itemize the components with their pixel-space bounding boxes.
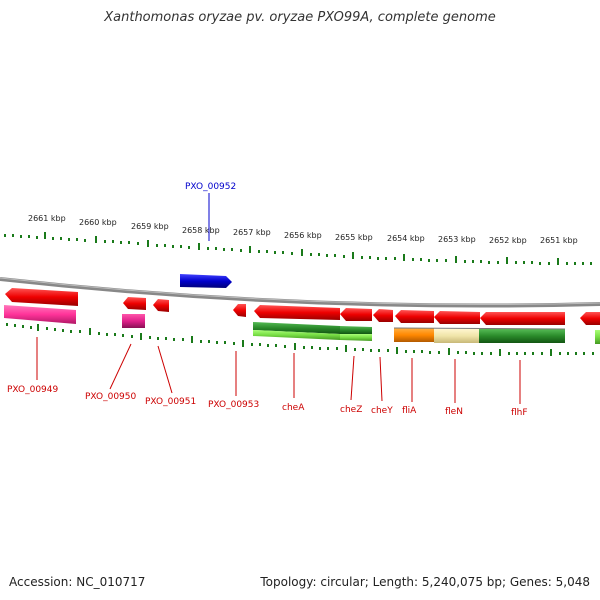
bottom-gene-label-texts: PXO_00949 PXO_00950 PXO_00951 PXO_00953 … — [7, 385, 528, 418]
gene-chey[interactable] — [373, 309, 393, 322]
gene-label-pxo-00953[interactable]: PXO_00953 — [208, 400, 259, 410]
gene-partial-right[interactable] — [580, 312, 600, 325]
gene-flhf[interactable] — [480, 312, 565, 325]
gene-pxo-00953[interactable] — [233, 304, 246, 317]
gene-chez[interactable] — [340, 308, 372, 321]
kbp-label: 2657 kbp — [233, 228, 271, 237]
gene-pxo-00951[interactable] — [153, 299, 169, 312]
kbp-label: 2655 kbp — [335, 233, 373, 242]
genome-summary-text: Topology: circular; Length: 5,240,075 bp… — [260, 575, 590, 589]
gene-label-pxo-00952[interactable]: PXO_00952 — [185, 182, 236, 192]
figure-title: Xanthomonas oryzae pv. oryzae PXO99A, co… — [104, 10, 496, 25]
lower-tick-track — [6, 323, 594, 356]
gene-label-pxo-00950[interactable]: PXO_00950 — [85, 392, 137, 402]
gene-label-chey[interactable]: cheY — [371, 406, 393, 416]
kbp-label: 2661 kbp — [28, 214, 66, 223]
kbp-label: 2659 kbp — [131, 222, 169, 231]
kbp-label: 2658 kbp — [182, 226, 220, 235]
bottom-gene-labels — [36, 337, 521, 404]
kbp-label: 2652 kbp — [489, 236, 527, 245]
gene-label-flhf[interactable]: flhF — [511, 408, 528, 418]
genome-backbone — [0, 277, 600, 308]
gene-label-chea[interactable]: cheA — [282, 403, 305, 413]
gene-pxo-00950[interactable] — [123, 297, 146, 310]
label-pxo-00952-group: PXO_00952 — [185, 182, 236, 241]
category-track — [4, 305, 600, 344]
gene-label-pxo-00949[interactable]: PXO_00949 — [7, 385, 59, 395]
kbp-label: 2656 kbp — [284, 231, 322, 240]
upper-tick-track — [4, 232, 592, 265]
gene-label-flen[interactable]: fleN — [445, 407, 463, 417]
accession-text: Accession: NC_010717 — [9, 575, 146, 589]
kbp-scale-labels: 2661 kbp 2660 kbp 2659 kbp 2658 kbp 2657… — [28, 214, 578, 245]
kbp-label: 2653 kbp — [438, 235, 476, 244]
kbp-label: 2654 kbp — [387, 234, 425, 243]
kbp-label: 2660 kbp — [79, 218, 117, 227]
gene-flen[interactable] — [434, 311, 480, 324]
gene-label-pxo-00951[interactable]: PXO_00951 — [145, 397, 196, 407]
kbp-label: 2651 kbp — [540, 236, 578, 245]
gene-pxo-00949[interactable] — [5, 288, 78, 306]
gene-flia[interactable] — [395, 310, 434, 323]
reverse-genes — [5, 288, 600, 325]
gene-chea[interactable] — [254, 305, 340, 320]
gene-label-flia[interactable]: fliA — [402, 406, 417, 416]
gene-pxo-00952[interactable] — [180, 274, 232, 288]
gene-label-chez[interactable]: cheZ — [340, 405, 362, 415]
